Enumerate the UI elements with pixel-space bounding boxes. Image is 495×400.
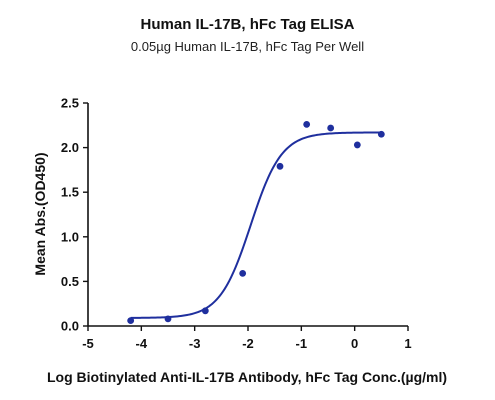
y-tick-label: 2.0 xyxy=(61,140,79,155)
y-tick-label: 0.5 xyxy=(61,274,79,289)
x-axis-title: Log Biotinylated Anti-IL-17B Antibody, h… xyxy=(47,369,447,385)
data-point xyxy=(377,130,385,138)
data-point xyxy=(127,317,135,325)
x-tick-label: -5 xyxy=(82,336,94,351)
fit-curve-layer xyxy=(130,131,382,319)
data-point xyxy=(239,269,247,277)
data-point xyxy=(327,124,335,132)
y-tick-label: 1.5 xyxy=(61,185,79,200)
y-tick-label: 0.0 xyxy=(61,319,79,334)
data-point xyxy=(303,121,311,128)
data-point xyxy=(353,141,361,149)
x-tick-label: -2 xyxy=(242,336,254,351)
fit-curve xyxy=(130,131,382,319)
data-points-layer xyxy=(127,121,385,325)
chart-title: Human IL-17B, hFc Tag ELISA xyxy=(140,16,355,33)
y-tick-label: 1.0 xyxy=(61,229,79,244)
x-tick-label: -3 xyxy=(189,336,201,351)
y-axis-title: Mean Abs.(OD450) xyxy=(32,152,48,275)
x-tick-label: 1 xyxy=(404,336,411,351)
data-point xyxy=(201,307,209,315)
axes: -5 -4 -3 -2 -1 0 1 0.0 0.5 1.0 1.5 2.0 2.5 xyxy=(61,96,412,352)
x-tick-label: -4 xyxy=(136,336,148,351)
data-point xyxy=(276,162,284,170)
x-tick-label: -1 xyxy=(296,336,308,351)
y-tick-label: 2.5 xyxy=(61,96,79,111)
data-point xyxy=(164,315,172,323)
chart-subtitle: 0.05µg Human IL-17B, hFc Tag Per Well xyxy=(130,39,365,54)
x-tick-label: 0 xyxy=(351,336,358,351)
